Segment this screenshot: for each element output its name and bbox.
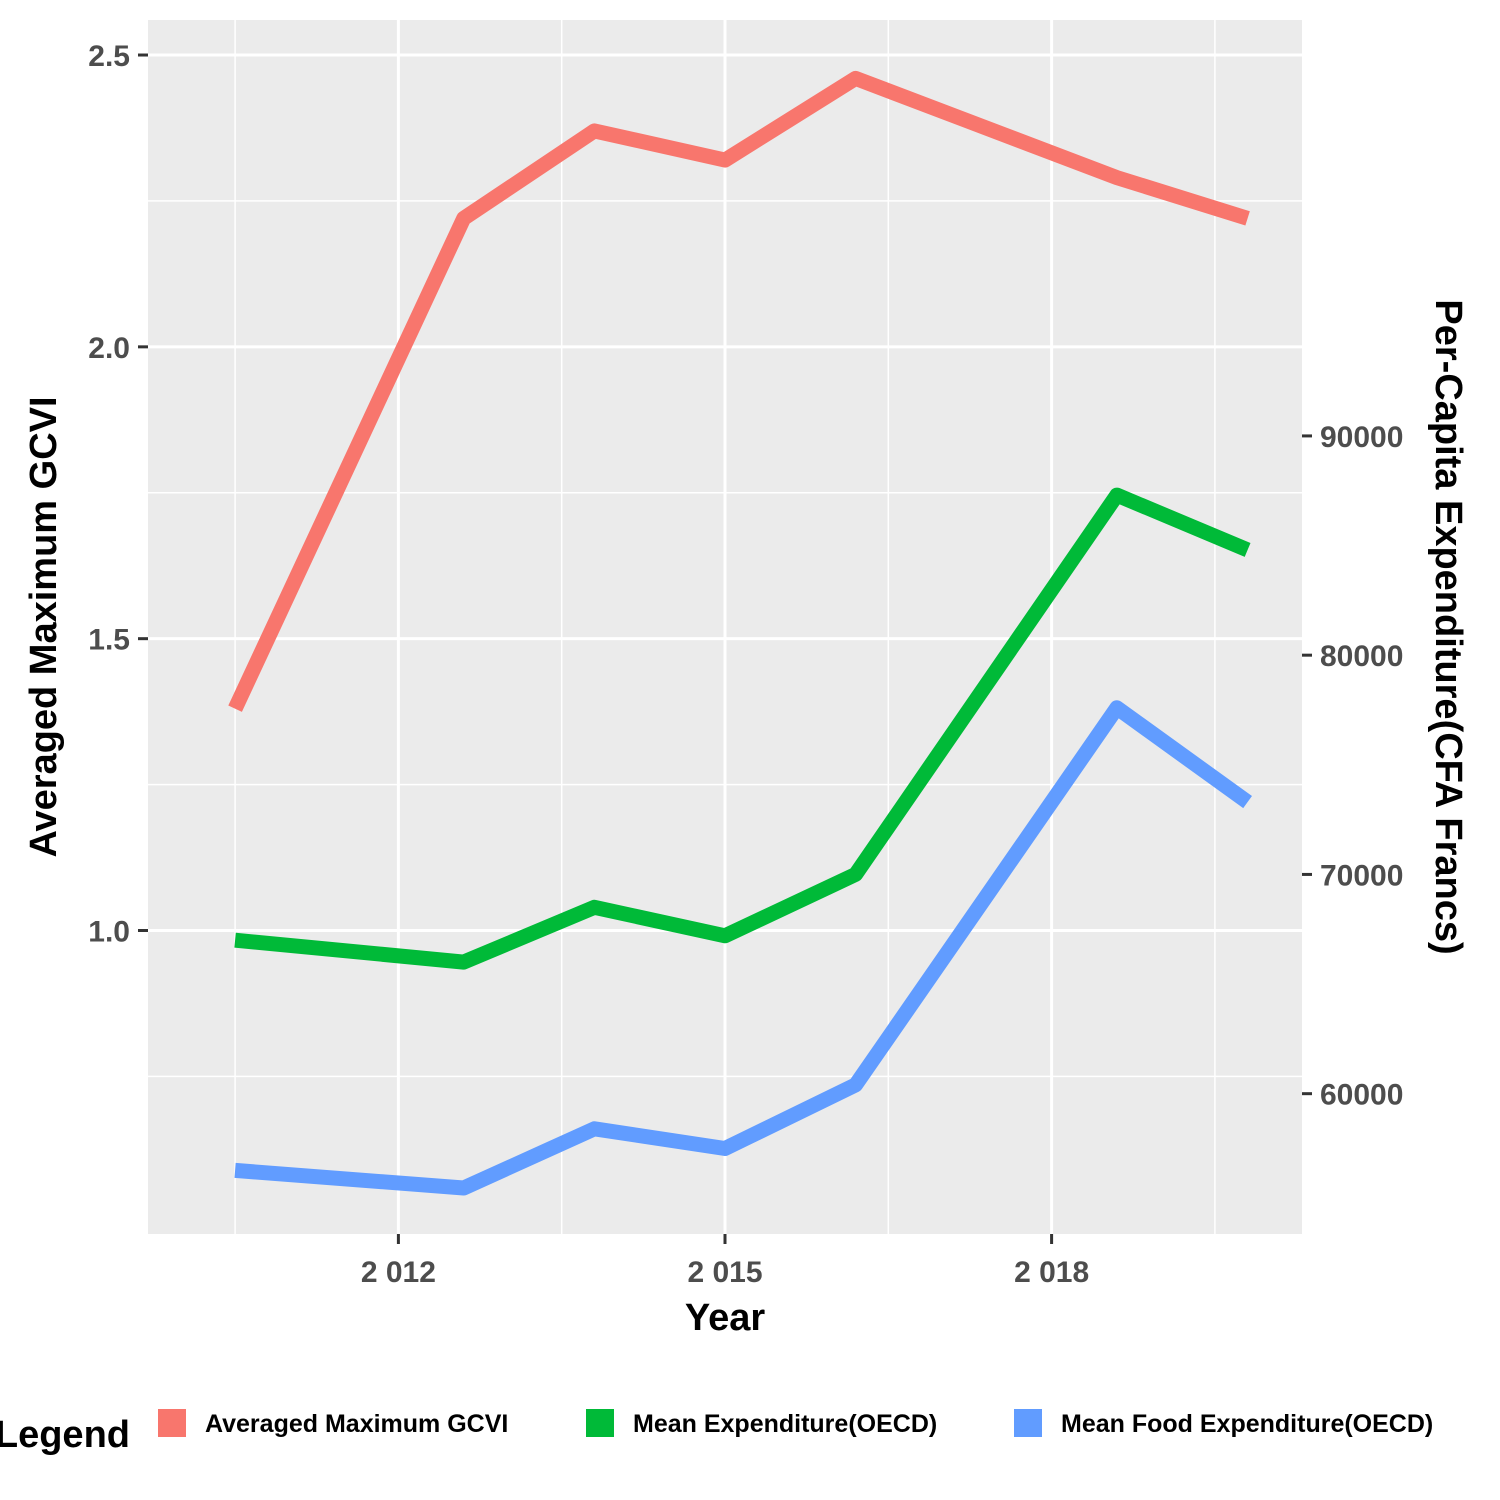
series-line-2 [234, 487, 1251, 970]
legend-label-2: Mean Expenditure(OECD) [633, 1410, 937, 1438]
y-left-tick-label: 2.5 [88, 40, 130, 73]
x-tick-label: 2 015 [687, 1256, 762, 1289]
grid-major [148, 20, 1302, 1234]
y-axis-right-title: Per-Capita Expenditure(CFA Francs) [1427, 299, 1469, 954]
legend-key-1 [158, 1409, 186, 1437]
legend-key-2 [586, 1409, 614, 1437]
y-left-tick-label: 1.5 [88, 624, 130, 657]
x-axis-title: Year [685, 1297, 766, 1339]
y-right-tick-label: 80000 [1320, 640, 1403, 673]
series-lines [228, 70, 1252, 1196]
x-tick-label: 2 012 [361, 1256, 436, 1289]
legend-key-3 [1014, 1409, 1042, 1437]
y-axis-left-title: Averaged Maximum GCVI [23, 396, 65, 857]
legend-label-3: Mean Food Expenditure(OECD) [1061, 1410, 1433, 1438]
x-tick-label: 2 018 [1014, 1256, 1089, 1289]
y-right-tick-label: 70000 [1320, 859, 1403, 892]
y-left-tick-label: 2.0 [88, 332, 130, 365]
y-right-tick-label: 60000 [1320, 1079, 1403, 1112]
y-right-tick-label: 90000 [1320, 421, 1403, 454]
legend: Legend Averaged Maximum GCVI Mean Expendi… [0, 1409, 1433, 1456]
y-left-tick-label: 1.0 [88, 916, 130, 949]
axes: 2 012 2 015 2 018 1.0 1.5 2.0 2.5 60000 70000 800… [88, 40, 1403, 1289]
legend-label-1: Averaged Maximum GCVI [205, 1410, 508, 1438]
series-line-1 [228, 70, 1250, 712]
series-line-3 [234, 700, 1252, 1196]
legend-title: Legend [0, 1414, 130, 1456]
